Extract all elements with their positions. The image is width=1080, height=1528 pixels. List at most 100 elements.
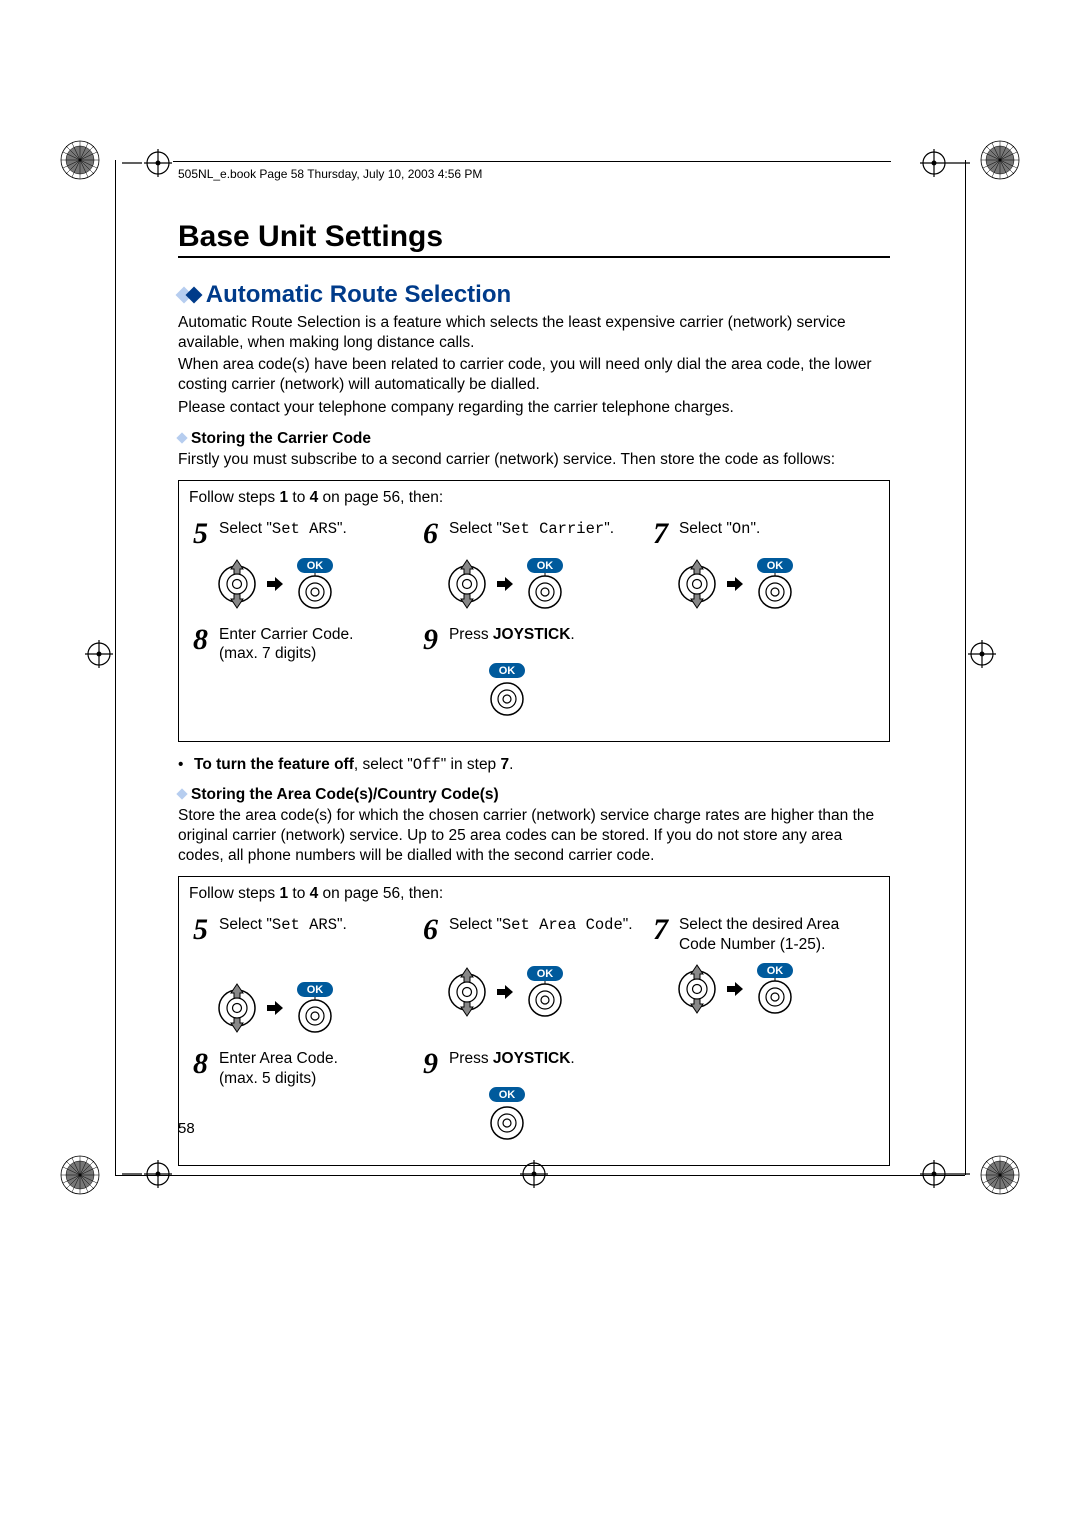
diamond-icon <box>176 432 187 443</box>
follow-mid: to <box>288 885 310 902</box>
step-num-8: 8 <box>193 1049 213 1079</box>
step-9: 9 Press JOYSTICK. <box>419 621 649 727</box>
step-6b-icons <box>423 965 645 1019</box>
step-5b: 5 Select "Set ARS". <box>189 911 419 1045</box>
sub1-title: Storing the Carrier Code <box>178 430 890 448</box>
right-arrow-icon <box>267 1001 283 1015</box>
follow-prefix: Follow steps <box>189 885 279 902</box>
step-6-text: Select "Set Carrier". <box>449 519 614 539</box>
step-6b-text: Select "Set Area Code". <box>449 915 633 935</box>
regmark-cross-ml <box>85 640 113 668</box>
regmark-cross-tl <box>122 149 172 177</box>
step-7b: 7 Select the desired Area Code Number (1… <box>649 911 879 1045</box>
section-bullet-icon <box>178 280 198 308</box>
page-title: Base Unit Settings <box>178 220 890 254</box>
step-6: 6 Select "Set Carrier". <box>419 515 649 621</box>
follow-line-2: Follow steps 1 to 4 on page 56, then: <box>189 885 879 903</box>
joystick-updown-icon <box>675 557 719 611</box>
turnoff-item: To turn the feature off, select "Off" in… <box>178 756 890 774</box>
steps-box-1: Follow steps 1 to 4 on page 56, then: 5 … <box>178 480 890 742</box>
step-7b-icons <box>653 962 875 1016</box>
step-num-6: 6 <box>423 915 443 945</box>
ok-joystick-icon <box>483 1087 531 1141</box>
step-8: 8 Enter Carrier Code.(max. 7 digits) <box>189 621 419 727</box>
steps-box-2: Follow steps 1 to 4 on page 56, then: 5 … <box>178 876 890 1166</box>
step-8b-text: Enter Area Code.(max. 5 digits) <box>219 1049 338 1088</box>
step-9-icons <box>423 663 645 717</box>
intro-p2: When area code(s) have been related to c… <box>178 355 890 395</box>
step-5-icons <box>193 557 415 611</box>
step-8-text: Enter Carrier Code.(max. 7 digits) <box>219 625 353 664</box>
regmark-cross-bl <box>122 1160 172 1188</box>
section-title-text: Automatic Route Selection <box>206 281 511 308</box>
page-number: 58 <box>178 1120 195 1137</box>
step-num-9: 9 <box>423 625 443 655</box>
right-arrow-icon <box>727 982 743 996</box>
frame-line-v-right <box>965 160 966 1175</box>
title-rule <box>178 256 890 258</box>
page: 505NL_e.book Page 58 Thursday, July 10, … <box>0 0 1080 1528</box>
follow-b1: 1 <box>279 885 288 902</box>
joystick-updown-icon <box>445 557 489 611</box>
step-5b-icons <box>193 981 415 1035</box>
ok-joystick-icon <box>521 558 569 610</box>
ok-joystick-icon <box>291 558 339 610</box>
sub2-title-text: Storing the Area Code(s)/Country Code(s) <box>191 786 499 803</box>
ok-joystick-icon <box>521 966 569 1018</box>
header-line: 505NL_e.book Page 58 Thursday, July 10, … <box>178 167 482 181</box>
step-9-text: Press JOYSTICK. <box>449 625 575 644</box>
follow-b4: 4 <box>310 885 319 902</box>
sub1-p: Firstly you must subscribe to a second c… <box>178 450 890 470</box>
frame-line-v-left <box>115 160 116 1175</box>
intro-p1: Automatic Route Selection is a feature w… <box>178 313 890 353</box>
ok-joystick-icon <box>483 663 531 717</box>
follow-suffix: on page 56, then: <box>318 885 443 902</box>
step-num-5: 5 <box>193 915 213 945</box>
right-arrow-icon <box>727 577 743 591</box>
content: Base Unit Settings Automatic Route Selec… <box>178 220 890 1166</box>
step-9b-text: Press JOYSTICK. <box>449 1049 575 1068</box>
diamond-icon <box>176 788 187 799</box>
header-rule <box>173 161 891 162</box>
regmark-cross-br <box>920 1160 970 1188</box>
steps-row-1: 5 Select "Set ARS". 6 Select "Set Carrie… <box>189 515 879 727</box>
step-num-6: 6 <box>423 519 443 549</box>
regmark-sphere-tr <box>980 140 1020 180</box>
intro-p3: Please contact your telephone company re… <box>178 398 890 418</box>
right-arrow-icon <box>497 577 513 591</box>
step-7b-text: Select the desired Area Code Number (1-2… <box>679 915 875 954</box>
ok-joystick-icon <box>291 982 339 1034</box>
sub2-p: Store the area code(s) for which the cho… <box>178 806 890 866</box>
joystick-updown-icon <box>675 962 719 1016</box>
right-arrow-icon <box>267 577 283 591</box>
sub1-title-text: Storing the Carrier Code <box>191 430 371 447</box>
ok-joystick-icon <box>751 558 799 610</box>
steps-row-2: 5 Select "Set ARS". 6 Select "Set Area C… <box>189 911 879 1151</box>
step-7: 7 Select "On". <box>649 515 879 621</box>
frame-line-h-bottom <box>115 1175 965 1176</box>
joystick-updown-icon <box>445 965 489 1019</box>
step-num-5: 5 <box>193 519 213 549</box>
step-9b: 9 Press JOYSTICK. <box>419 1045 649 1151</box>
step-5: 5 Select "Set ARS". <box>189 515 419 621</box>
regmark-cross-mr <box>968 640 996 668</box>
step-6b: 6 Select "Set Area Code". <box>419 911 649 1045</box>
step-num-9: 9 <box>423 1049 443 1079</box>
ok-joystick-icon <box>751 963 799 1015</box>
sub2-title: Storing the Area Code(s)/Country Code(s) <box>178 786 890 804</box>
step-7-icons <box>653 557 875 611</box>
follow-line-1: Follow steps 1 to 4 on page 56, then: <box>189 489 879 507</box>
section-title: Automatic Route Selection <box>178 280 890 309</box>
follow-b4: 4 <box>310 489 319 506</box>
step-num-8: 8 <box>193 625 213 655</box>
step-num-7: 7 <box>653 519 673 549</box>
regmark-sphere-bl <box>60 1155 100 1195</box>
regmark-sphere-tl <box>60 140 100 180</box>
step-5b-text: Select "Set ARS". <box>219 915 347 935</box>
step-8b: 8 Enter Area Code.(max. 5 digits) <box>189 1045 419 1151</box>
step-num-7: 7 <box>653 915 673 945</box>
regmark-sphere-br <box>980 1155 1020 1195</box>
step-9b-icons <box>423 1087 645 1141</box>
joystick-updown-icon <box>215 557 259 611</box>
follow-mid: to <box>288 489 310 506</box>
